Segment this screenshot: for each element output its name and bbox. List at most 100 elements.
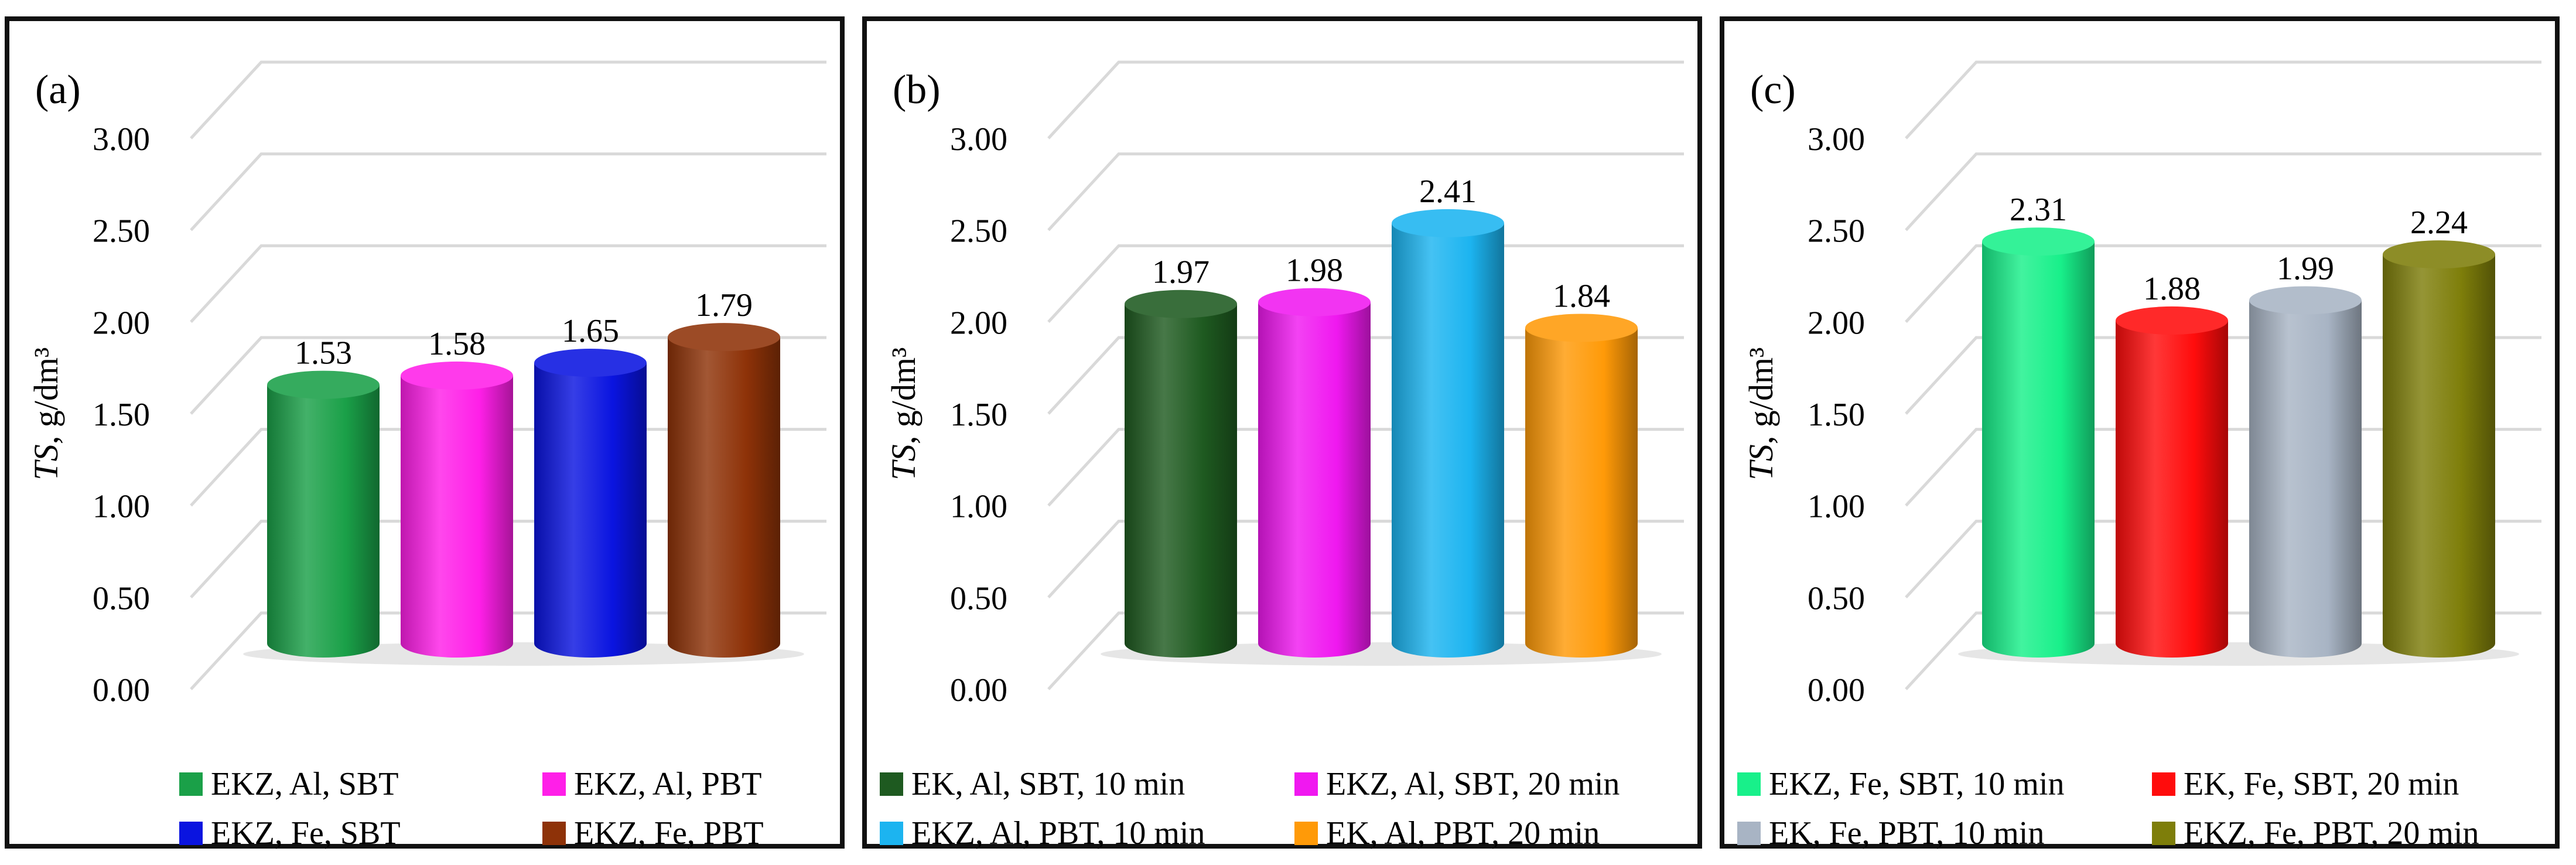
data-label: 1.99: [2277, 250, 2334, 287]
y-tick-label: 1.50: [950, 397, 1007, 433]
bar-3: [2249, 286, 2362, 658]
bar-1: [1982, 227, 2095, 658]
legend-swatch: [542, 822, 566, 845]
legend-swatch: [542, 772, 566, 796]
chart-a-plot: (a) 0.00 0.50 1.00 1.50 2.00 2.50 3.00 TS, g/dm³…: [27, 60, 826, 709]
legend-item: EKZ, Fe, PBT: [542, 815, 764, 852]
gridline: [1905, 244, 2541, 323]
y-tick-label: 1.50: [93, 397, 150, 433]
bar-top: [1392, 209, 1504, 237]
chart-c-plot: (c) 0.00 0.50 1.00 1.50 2.00 2.50 3.00 TS, g/dm³…: [1742, 60, 2541, 709]
bar-body: [2383, 254, 2495, 658]
legend-item: EKZ, Al, PBT, 10 min: [880, 815, 1205, 852]
y-tick-label: 2.00: [950, 305, 1007, 341]
legend-label: EKZ, Fe, PBT: [574, 815, 764, 852]
legend-item: EKZ, Fe, PBT, 20 min: [2152, 815, 2479, 852]
bar-3: [1392, 209, 1504, 658]
legend-label: EKZ, Fe, SBT: [211, 815, 401, 852]
bar-top: [1258, 288, 1371, 316]
chart-panel-a: (a) 0.00 0.50 1.00 1.50 2.00 2.50 3.00 TS, g/dm³…: [5, 16, 845, 852]
bar-top: [2249, 286, 2362, 315]
data-label: 1.98: [1286, 253, 1343, 289]
bar-body: [1258, 302, 1371, 658]
panel-label: (b): [893, 67, 941, 113]
legend-label: EKZ, Al, SBT: [211, 766, 399, 802]
bar-top: [534, 349, 647, 377]
bar-top: [2383, 240, 2495, 269]
y-tick-label: 1.50: [1808, 397, 1865, 433]
legend-label: EKZ, Fe, SBT, 10 min: [1769, 766, 2065, 802]
y-tick-label: 1.00: [93, 489, 150, 525]
y-tick-label: 3.00: [93, 121, 150, 158]
legend-label: EKZ, Al, SBT, 20 min: [1326, 766, 1620, 802]
bar-1: [1125, 290, 1237, 658]
legend-label: EK, Fe, PBT, 10 min: [1769, 815, 2045, 852]
data-label: 2.31: [2010, 192, 2067, 228]
gridline: [190, 244, 826, 323]
legend-swatch: [880, 822, 903, 845]
legend-swatch: [1294, 822, 1318, 845]
chart-panel-b: (b) 0.00 0.50 1.00 1.50 2.00 2.50 3.00 TS, g/dm³…: [862, 16, 1702, 852]
data-label: 1.84: [1553, 278, 1610, 314]
legend-label: EKZ, Al, PBT, 10 min: [911, 815, 1205, 852]
bar-top: [668, 323, 780, 352]
data-label: 1.97: [1152, 254, 1210, 291]
y-tick-label: 1.00: [950, 489, 1007, 525]
legend-swatch: [1737, 822, 1761, 845]
data-label: 1.65: [562, 313, 619, 349]
legend-item: EK, Al, SBT, 10 min: [880, 766, 1185, 802]
floor-shadow: [243, 642, 804, 666]
legend-item: EKZ, Fe, SBT: [179, 815, 401, 852]
y-tick-label: 2.50: [1808, 213, 1865, 250]
legend-swatch: [1737, 772, 1761, 796]
bar-body: [2249, 300, 2362, 658]
y-tick-label: 2.50: [93, 213, 150, 250]
y-tick-label: 0.00: [93, 672, 150, 709]
panel-label: (c): [1750, 67, 1796, 113]
legend-item: EK, Fe, PBT, 10 min: [1737, 815, 2045, 852]
data-label: 2.24: [2410, 205, 2468, 241]
legend-item: EK, Fe, SBT, 20 min: [2152, 766, 2459, 802]
y-tick-label: 2.50: [950, 213, 1007, 250]
y-tick-label: 0.50: [93, 580, 150, 617]
legend-label: EKZ, Fe, PBT, 20 min: [2184, 815, 2479, 852]
data-label: 2.41: [1419, 173, 1477, 210]
bar-top: [1125, 290, 1237, 318]
bar-3: [534, 349, 647, 658]
y-tick-label: 2.00: [1808, 305, 1865, 341]
floor-shadow: [1958, 642, 2519, 666]
legend-item: EKZ, Fe, SBT, 10 min: [1737, 766, 2065, 802]
legend-label: EK, Fe, SBT, 20 min: [2184, 766, 2459, 802]
legend-swatch: [2152, 772, 2175, 796]
legend-swatch: [179, 772, 203, 796]
bar-top: [267, 370, 380, 399]
y-tick-label: 0.00: [950, 672, 1007, 709]
y-tick-label: 3.00: [1808, 121, 1865, 158]
bar-1: [267, 370, 380, 658]
gridlines: [190, 60, 826, 690]
y-tick-label: 0.50: [950, 580, 1007, 617]
y-tick-label: 3.00: [950, 121, 1007, 158]
bar-body: [1392, 223, 1504, 658]
bar-2: [1258, 288, 1371, 658]
y-tick-label: 0.50: [1808, 580, 1865, 617]
floor-shadow: [1101, 642, 1662, 666]
gridline: [190, 152, 826, 231]
legend-label: EK, Al, PBT, 20 min: [1326, 815, 1600, 852]
gridline: [190, 336, 826, 415]
legend-label: EKZ, Al, PBT: [574, 766, 762, 802]
legend-swatch: [1294, 772, 1318, 796]
legend-swatch: [2152, 822, 2175, 845]
bar-body: [401, 375, 513, 658]
bar-body: [267, 384, 380, 658]
y-tick-label: 0.00: [1808, 672, 1865, 709]
bar-body: [2116, 320, 2228, 658]
gridline: [1905, 60, 2541, 139]
data-label: 1.58: [428, 326, 486, 362]
bar-body: [1525, 328, 1638, 658]
bar-top: [1525, 314, 1638, 342]
legend-item: EK, Al, PBT, 20 min: [1294, 815, 1600, 852]
panel-label: (a): [35, 67, 81, 113]
y-tick-label: 1.00: [1808, 489, 1865, 525]
bar-top: [1982, 227, 2095, 256]
